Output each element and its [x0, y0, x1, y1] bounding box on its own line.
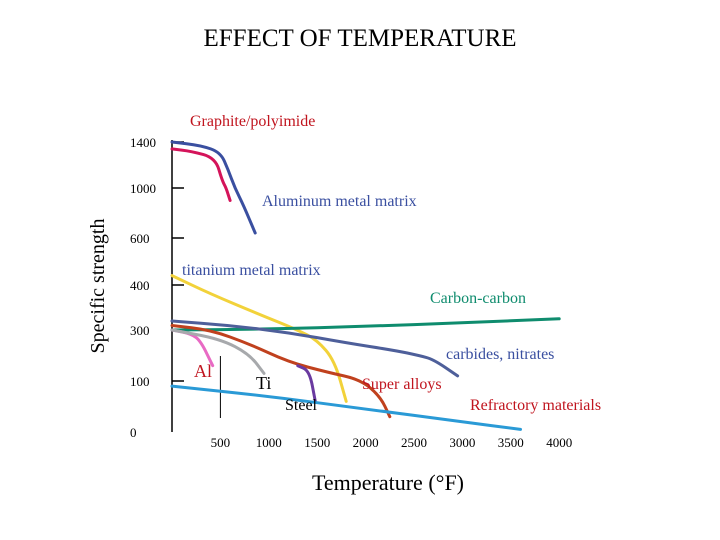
label-carbides-nitrates: carbides, nitrates: [446, 346, 554, 363]
y-tick-label: 0: [130, 425, 137, 440]
label-super-alloys: Super alloys: [362, 376, 442, 393]
y-tick-label: 400: [130, 278, 150, 293]
x-axis-label: Temperature (°F): [312, 470, 464, 495]
x-tick-label: 1000: [256, 435, 282, 450]
label-ti: Ti: [256, 373, 271, 393]
x-tick-label: 1500: [304, 435, 330, 450]
label-titanium-metal-matrix: titanium metal matrix: [182, 262, 321, 279]
x-tick-label: 2000: [353, 435, 379, 450]
x-ticks: 500 1000 1500 2000 2500 3000 3500 4000: [211, 356, 572, 450]
series-line-titanium-metal-matrix: [170, 274, 348, 403]
series-line-aluminum-metal-matrix: [170, 140, 257, 235]
series-line-graphite-polyimide: [170, 147, 232, 202]
y-tick-label: 1000: [130, 181, 156, 196]
series-line-super-alloys: [170, 324, 392, 419]
x-tick-label: 2500: [401, 435, 427, 450]
label-refractory-materials: Refractory materials: [470, 397, 601, 414]
series-lines: [170, 140, 561, 431]
x-tick-label: 3500: [498, 435, 524, 450]
label-graphite-polyimide: Graphite/polyimide: [190, 113, 315, 130]
y-tick-label: 600: [130, 231, 150, 246]
y-tick-label: 300: [130, 323, 150, 338]
label-steel: Steel: [285, 397, 318, 414]
x-tick-label: 3000: [449, 435, 475, 450]
series-line-steel: [296, 364, 317, 403]
label-carbon-carbon: Carbon-carbon: [430, 290, 526, 307]
label-al: Al: [194, 361, 212, 381]
chart-title: EFFECT OF TEMPERATURE: [203, 25, 516, 52]
y-tick-label: 1400: [130, 135, 156, 150]
x-tick-label: 4000: [546, 435, 572, 450]
series-line-refractory-materials: [170, 384, 522, 431]
label-aluminum-metal-matrix: Aluminum metal matrix: [262, 193, 417, 210]
x-tick-label: 500: [211, 435, 231, 450]
y-axis-label: Specific strength: [87, 219, 109, 354]
series-line-carbides-nitrates: [170, 319, 460, 378]
series-line-ti: [170, 328, 266, 375]
y-tick-label: 100: [130, 374, 150, 389]
